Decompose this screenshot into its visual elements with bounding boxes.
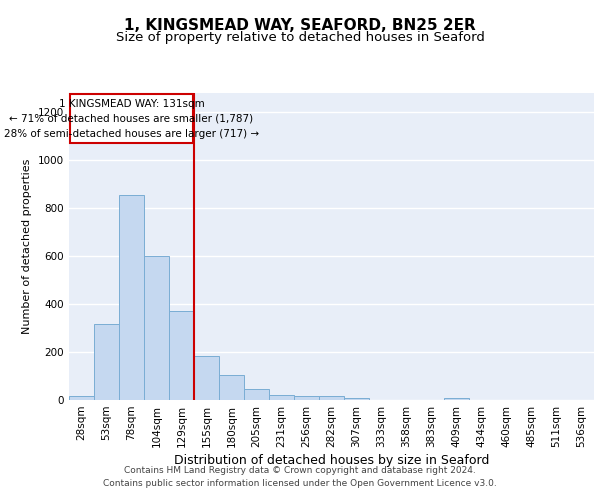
Bar	[119, 194, 144, 400]
Bar	[294, 396, 319, 400]
Bar	[244, 388, 269, 400]
Y-axis label: Number of detached properties: Number of detached properties	[22, 158, 32, 334]
Text: Contains HM Land Registry data © Crown copyright and database right 2024.
Contai: Contains HM Land Registry data © Crown c…	[103, 466, 497, 487]
Text: Size of property relative to detached houses in Seaford: Size of property relative to detached ho…	[116, 31, 484, 44]
Text: 1 KINGSMEAD WAY: 131sqm
← 71% of detached houses are smaller (1,787)
28% of semi: 1 KINGSMEAD WAY: 131sqm ← 71% of detache…	[4, 99, 259, 138]
Bar	[219, 375, 244, 400]
Bar	[144, 256, 169, 400]
Bar	[444, 398, 469, 400]
Bar	[169, 311, 194, 400]
Text: 1, KINGSMEAD WAY, SEAFORD, BN25 2ER: 1, KINGSMEAD WAY, SEAFORD, BN25 2ER	[124, 18, 476, 32]
Bar	[269, 394, 294, 400]
FancyBboxPatch shape	[70, 94, 193, 144]
Bar	[94, 324, 119, 400]
Bar	[344, 398, 369, 400]
Bar	[319, 396, 344, 400]
X-axis label: Distribution of detached houses by size in Seaford: Distribution of detached houses by size …	[174, 454, 489, 467]
Bar	[194, 356, 219, 400]
Bar	[69, 396, 94, 400]
